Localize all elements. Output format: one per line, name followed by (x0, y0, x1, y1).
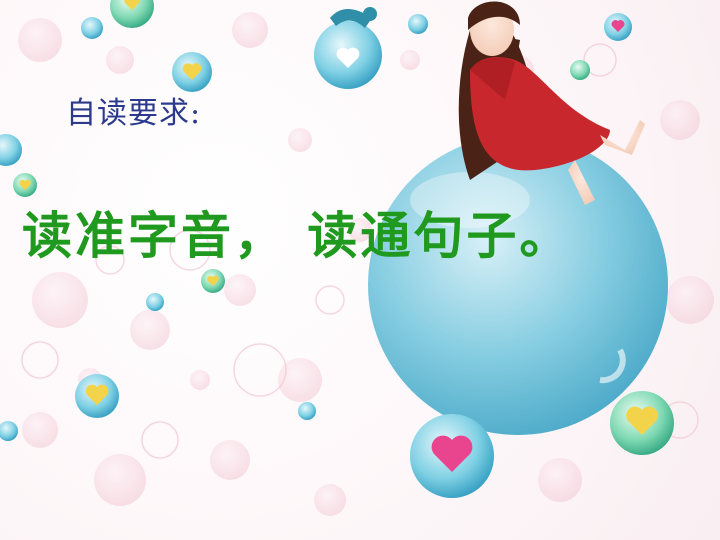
instruction-text: 读准字音， 读通句子。 (22, 207, 573, 265)
heart-icon (19, 0, 658, 472)
large-bubble (368, 135, 668, 435)
page-heading: 自读要求: (66, 96, 202, 131)
girl-illustration (458, 1, 645, 205)
